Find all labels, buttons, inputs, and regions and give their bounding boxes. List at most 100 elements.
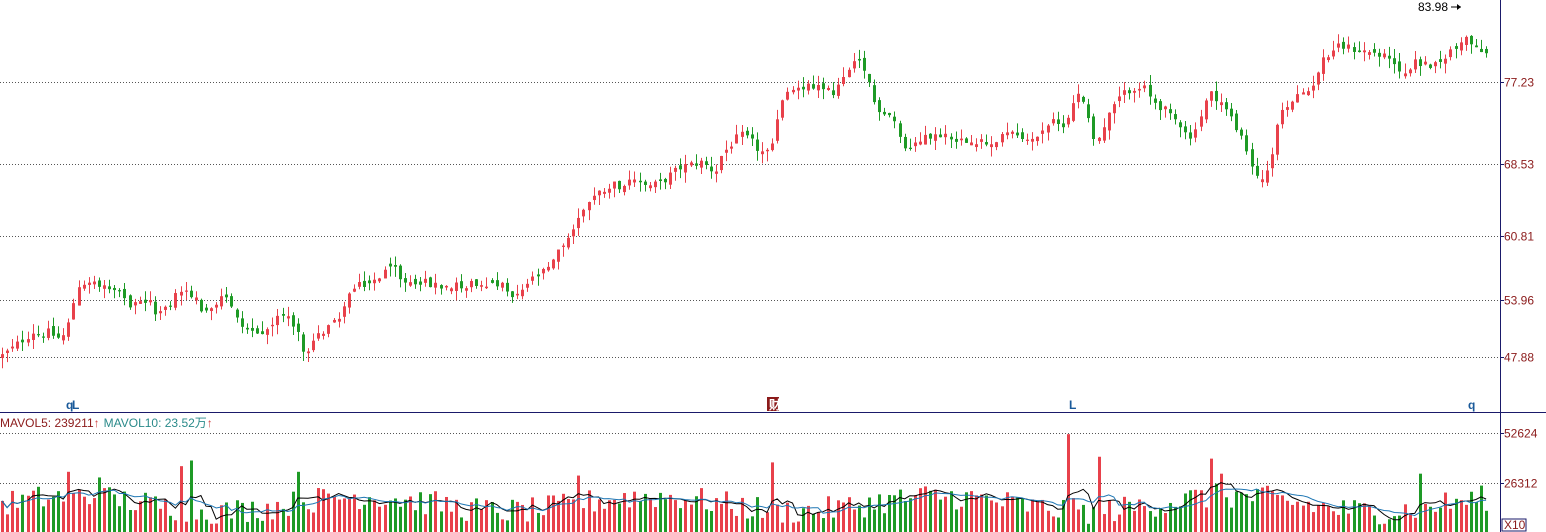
volume-bar: [1036, 501, 1039, 532]
candle-body: [1434, 62, 1437, 67]
volume-bar: [623, 493, 626, 532]
candle-body: [608, 188, 611, 193]
candle-body: [1256, 165, 1259, 176]
candle-body: [588, 202, 591, 211]
volume-bar: [1011, 496, 1014, 532]
candle-body: [200, 299, 203, 312]
volume-bar: [1414, 517, 1417, 532]
candle-body: [261, 331, 264, 335]
candle-body: [445, 285, 448, 288]
volume-bar: [873, 509, 876, 532]
event-marker: L: [72, 398, 79, 412]
volume-bar: [1455, 498, 1458, 532]
candle-body: [322, 333, 325, 336]
candle-body: [735, 134, 738, 144]
volume-bar: [16, 507, 19, 532]
candlestick-series: [1, 34, 1488, 369]
candle-body: [756, 139, 759, 151]
volume-bar: [893, 495, 896, 532]
event-marker: q: [1468, 398, 1475, 412]
candle-body: [154, 301, 157, 315]
volume-bar: [1026, 511, 1029, 532]
candle-body: [1409, 69, 1412, 74]
volume-bar: [62, 501, 65, 532]
candle-body: [1133, 90, 1136, 93]
candle-body: [1388, 55, 1391, 59]
candle-body: [394, 265, 397, 267]
volume-bar: [368, 497, 371, 532]
volume-bar: [1164, 513, 1167, 532]
volume-bar: [1449, 508, 1452, 532]
candle-body: [919, 141, 922, 145]
candle-body: [414, 278, 417, 285]
candle-body: [16, 341, 19, 349]
volume-bar: [32, 490, 35, 532]
volume-bar: [399, 506, 402, 532]
candle-body: [1439, 59, 1442, 62]
candle-body: [52, 326, 55, 336]
candle-body: [1159, 101, 1162, 111]
candle-body: [1363, 50, 1366, 53]
candle-body: [98, 280, 101, 287]
candle-body: [1455, 46, 1458, 49]
volume-bar: [934, 489, 937, 532]
volume-bar: [276, 501, 279, 532]
candle-body: [108, 286, 111, 290]
volume-bar: [822, 518, 825, 532]
volume-bar: [470, 502, 473, 532]
candle-body: [1465, 36, 1468, 45]
volume-bar: [1465, 504, 1468, 532]
volume-bar: [1353, 500, 1356, 532]
candle-body: [1460, 42, 1463, 51]
candle-body: [1184, 126, 1187, 133]
volume-bar: [613, 499, 616, 532]
mavol10-up-arrow: ↑: [207, 416, 213, 430]
candle-body: [169, 305, 172, 307]
candle-body: [1373, 49, 1376, 53]
mavol5-up-arrow: ↑: [94, 416, 100, 430]
candle-body: [363, 280, 366, 287]
volume-bar: [429, 494, 432, 532]
volume-bar: [649, 498, 652, 532]
candle-body: [603, 191, 606, 194]
volume-bar: [766, 512, 769, 532]
volume-bar: [588, 490, 591, 532]
volume-ma-line-mavol10: [1, 488, 1487, 517]
max-price-label: 83.98: [1418, 0, 1448, 14]
volume-bar: [1302, 505, 1305, 532]
volume-bar: [1062, 499, 1065, 532]
candle-body: [909, 147, 912, 149]
candle-body: [812, 84, 815, 89]
volume-bar: [118, 506, 121, 532]
candle-body: [302, 334, 305, 352]
volume-bar: [1378, 524, 1381, 532]
volume-bar: [93, 498, 96, 532]
volume-bar: [684, 500, 687, 532]
volume-bar: [608, 500, 611, 532]
candle-body: [827, 87, 830, 90]
volume-indicator-legend: MAVOL5: 239211↑ MAVOL10: 23.52万↑: [0, 416, 213, 430]
candle-body: [567, 237, 570, 248]
candle-body: [639, 180, 642, 183]
volume-bar: [720, 503, 723, 532]
volume-bar: [52, 496, 55, 532]
volume-bar: [414, 510, 417, 532]
candle-body: [236, 309, 239, 318]
volume-bar: [180, 466, 183, 532]
event-marker-bg: [767, 397, 779, 411]
candle-body: [792, 89, 795, 93]
candle-body: [1358, 50, 1361, 53]
candle-body: [572, 229, 575, 237]
volume-bar: [1098, 456, 1101, 532]
volume-tick-label: 52624: [1504, 427, 1538, 441]
volume-bar: [455, 499, 458, 532]
candle-body: [1103, 127, 1106, 141]
candle-body: [516, 293, 519, 296]
candle-body: [440, 285, 443, 289]
candle-body: [67, 322, 70, 337]
volume-bar: [1424, 504, 1427, 532]
volume-bar: [1205, 507, 1208, 532]
volume-bar: [1108, 500, 1111, 532]
candle-body: [429, 277, 432, 288]
